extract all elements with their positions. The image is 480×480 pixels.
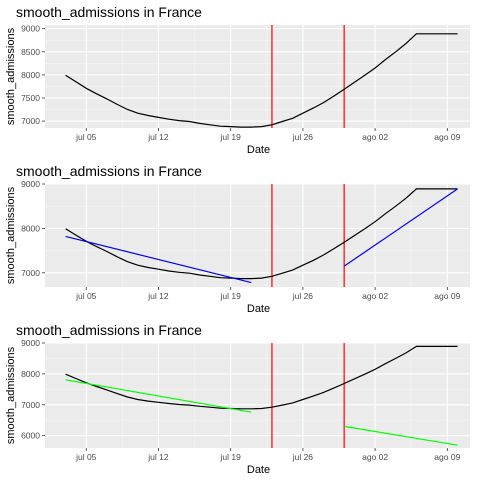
series-line-1 <box>65 345 458 410</box>
y-tick-label: 8000 <box>21 223 40 233</box>
series-line-1 <box>65 188 458 280</box>
data-layer <box>65 184 458 287</box>
x-tick-label: ago 09 <box>434 291 460 301</box>
x-tick-label: jul 05 <box>75 132 97 142</box>
chart-title: smooth_admissions in France <box>16 4 202 20</box>
y-tick-label: 8000 <box>21 369 40 379</box>
x-tick-label: ago 02 <box>362 452 388 462</box>
x-tick-label: jul 26 <box>292 452 314 462</box>
x-tick-label: ago 09 <box>434 452 460 462</box>
y-tick-label: 7000 <box>21 116 40 126</box>
chart-panel-3: jul 05 jul 12 jul 19 jul 26 ago 02 ago 09 6000… <box>5 322 470 476</box>
x-tick-label: jul 19 <box>220 452 242 462</box>
y-tick-label: 7000 <box>21 268 40 278</box>
y-tick-label: 9000 <box>21 338 40 348</box>
y-axis-label: smooth_admissions <box>5 186 17 284</box>
x-tick-label: jul 12 <box>147 291 169 301</box>
x-axis-label: Date <box>247 303 270 315</box>
y-tick-label: 9000 <box>21 179 40 189</box>
series-line-2 <box>65 379 252 413</box>
y-tick-label: 9000 <box>21 24 40 34</box>
x-tick-label: jul 26 <box>292 291 314 301</box>
x-tick-label: ago 02 <box>362 291 388 301</box>
y-axis-label: smooth_admissions <box>5 346 17 444</box>
data-layer <box>65 25 458 128</box>
series-line-1 <box>65 33 458 128</box>
x-tick-label: ago 09 <box>434 132 460 142</box>
x-tick-label: jul 12 <box>147 452 169 462</box>
x-tick-label: jul 26 <box>292 132 314 142</box>
y-tick-label: 7500 <box>21 93 40 103</box>
x-tick-label: jul 05 <box>75 452 97 462</box>
x-tick-label: jul 19 <box>220 132 242 142</box>
series-line-2 <box>65 235 252 284</box>
chart-panel-1: jul 05 jul 12 jul 19 jul 26 ago 02 ago 09 7000… <box>5 4 470 156</box>
y-tick-label: 6000 <box>21 431 40 441</box>
plot-background <box>45 343 470 448</box>
x-tick-label: jul 05 <box>75 291 97 301</box>
x-tick-label: jul 19 <box>220 291 242 301</box>
x-tick-label: jul 12 <box>147 132 169 142</box>
x-tick-label: ago 02 <box>362 132 388 142</box>
chart-title: smooth_admissions in France <box>16 163 202 179</box>
y-tick-label: 7000 <box>21 400 40 410</box>
data-layer <box>65 343 458 448</box>
plot-background <box>45 25 470 128</box>
series-line-3 <box>343 188 458 267</box>
y-tick-label: 8500 <box>21 47 40 57</box>
series-line-3 <box>344 425 458 446</box>
plot-background <box>45 184 470 287</box>
chart-panel-2: jul 05 jul 12 jul 19 jul 26 ago 02 ago 09 7000… <box>5 163 470 315</box>
y-axis-label: smooth_admissions <box>5 27 17 125</box>
x-axis-label: Date <box>247 464 270 476</box>
y-tick-label: 8000 <box>21 70 40 80</box>
chart-title: smooth_admissions in France <box>16 322 202 338</box>
x-axis-label: Date <box>247 144 270 156</box>
